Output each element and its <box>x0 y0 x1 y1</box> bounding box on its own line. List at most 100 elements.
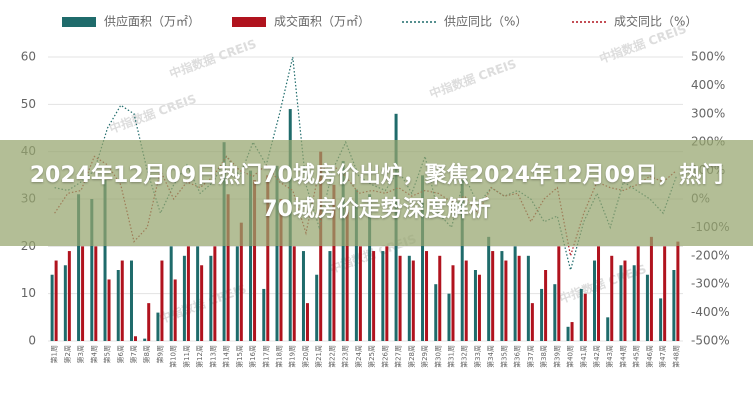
bar <box>63 265 67 341</box>
x-tick-label: 第19周 <box>288 345 297 368</box>
bar <box>570 322 574 341</box>
bar <box>438 255 442 341</box>
bar <box>94 246 98 341</box>
bar <box>358 246 362 341</box>
bar <box>319 151 323 341</box>
legend-label: 成交面积（万㎡） <box>274 14 370 29</box>
y2-tick-label: -400% <box>691 305 730 319</box>
x-tick-label: 第24周 <box>354 345 363 368</box>
bar <box>672 270 676 341</box>
y2-tick-label: 300% <box>691 106 725 120</box>
bar <box>173 279 177 341</box>
watermark: 中指数据 CREIS <box>107 91 198 136</box>
bar <box>239 222 243 341</box>
bar <box>253 180 257 341</box>
x-tick-label: 第44周 <box>618 345 627 368</box>
bar <box>182 255 186 341</box>
legend-label: 供应同比（%） <box>444 14 527 29</box>
x-tick-label: 第27周 <box>394 345 403 368</box>
bar <box>540 288 544 341</box>
bar <box>345 208 349 341</box>
bar <box>81 246 85 341</box>
bar <box>120 260 124 341</box>
x-tick-label: 第12周 <box>195 345 204 368</box>
x-tick-label: 第1周 <box>50 345 59 363</box>
y-tick-label: 50 <box>21 97 36 111</box>
bar <box>460 180 464 341</box>
bar <box>464 260 468 341</box>
bar <box>77 194 81 341</box>
x-tick-label: 第2周 <box>63 345 72 363</box>
x-tick-label: 第8周 <box>142 345 151 363</box>
x-tick-label: 第17周 <box>261 345 270 368</box>
bar <box>200 265 204 341</box>
bar <box>341 161 345 341</box>
x-tick-label: 第40周 <box>566 345 575 368</box>
bar <box>301 251 305 341</box>
bar <box>107 279 111 341</box>
bar <box>544 270 548 341</box>
x-tick-label: 第45周 <box>632 345 641 368</box>
bar <box>676 241 680 341</box>
watermark: 中指数据 CREIS <box>167 36 258 81</box>
bar <box>473 270 477 341</box>
watermark: 中指数据 CREIS <box>427 56 518 101</box>
bar <box>305 303 309 341</box>
bar <box>279 199 283 341</box>
bar <box>226 194 230 341</box>
x-tick-label: 第4周 <box>89 345 98 363</box>
bar <box>411 260 415 341</box>
bar <box>619 265 623 341</box>
bar <box>491 251 495 341</box>
bar <box>487 236 491 341</box>
x-tick-label: 第35周 <box>499 345 508 368</box>
bar <box>517 255 521 341</box>
bar <box>500 251 504 341</box>
bar <box>557 246 561 341</box>
bar <box>530 303 534 341</box>
legend-label: 供应面积（万㎡） <box>104 14 200 29</box>
bar <box>116 270 120 341</box>
chart-title: 2024年12月09日热门70城房价出炉，聚焦2024年12月09日，热门70城… <box>29 163 724 222</box>
x-tick-label: 第13周 <box>208 345 217 368</box>
bar <box>129 260 133 341</box>
x-tick-label: 第30周 <box>433 345 442 368</box>
bar <box>292 246 296 341</box>
x-tick-label: 第39周 <box>552 345 561 368</box>
x-tick-label: 第37周 <box>526 345 535 368</box>
bar <box>593 260 597 341</box>
x-tick-label: 第46周 <box>645 345 654 368</box>
bar <box>186 246 190 341</box>
bar <box>332 184 336 341</box>
bar <box>597 246 601 341</box>
bar <box>160 260 164 341</box>
bar <box>421 175 425 341</box>
x-tick-label: 第22周 <box>327 345 336 368</box>
bar <box>513 246 517 341</box>
bar <box>610 255 614 341</box>
y2-tick-label: -200% <box>691 248 730 262</box>
x-tick-label: 第34周 <box>486 345 495 368</box>
bar <box>447 293 451 341</box>
bar <box>381 251 385 341</box>
x-tick-label: 第6周 <box>116 345 125 363</box>
bar <box>385 246 389 341</box>
bar <box>579 288 583 341</box>
bar <box>407 255 411 341</box>
bar <box>372 251 376 341</box>
bar <box>196 246 200 341</box>
bar <box>434 284 438 341</box>
bar <box>553 284 557 341</box>
legend-label: 成交同比（%） <box>614 14 697 29</box>
y-tick-label: 10 <box>21 286 36 300</box>
bar <box>315 274 319 341</box>
bar <box>632 265 636 341</box>
legend-swatch <box>62 17 96 27</box>
x-tick-label: 第38周 <box>539 345 548 368</box>
bar <box>143 338 147 341</box>
x-tick-label: 第36周 <box>513 345 522 368</box>
x-tick-label: 第14周 <box>222 345 231 368</box>
bar <box>235 246 239 341</box>
